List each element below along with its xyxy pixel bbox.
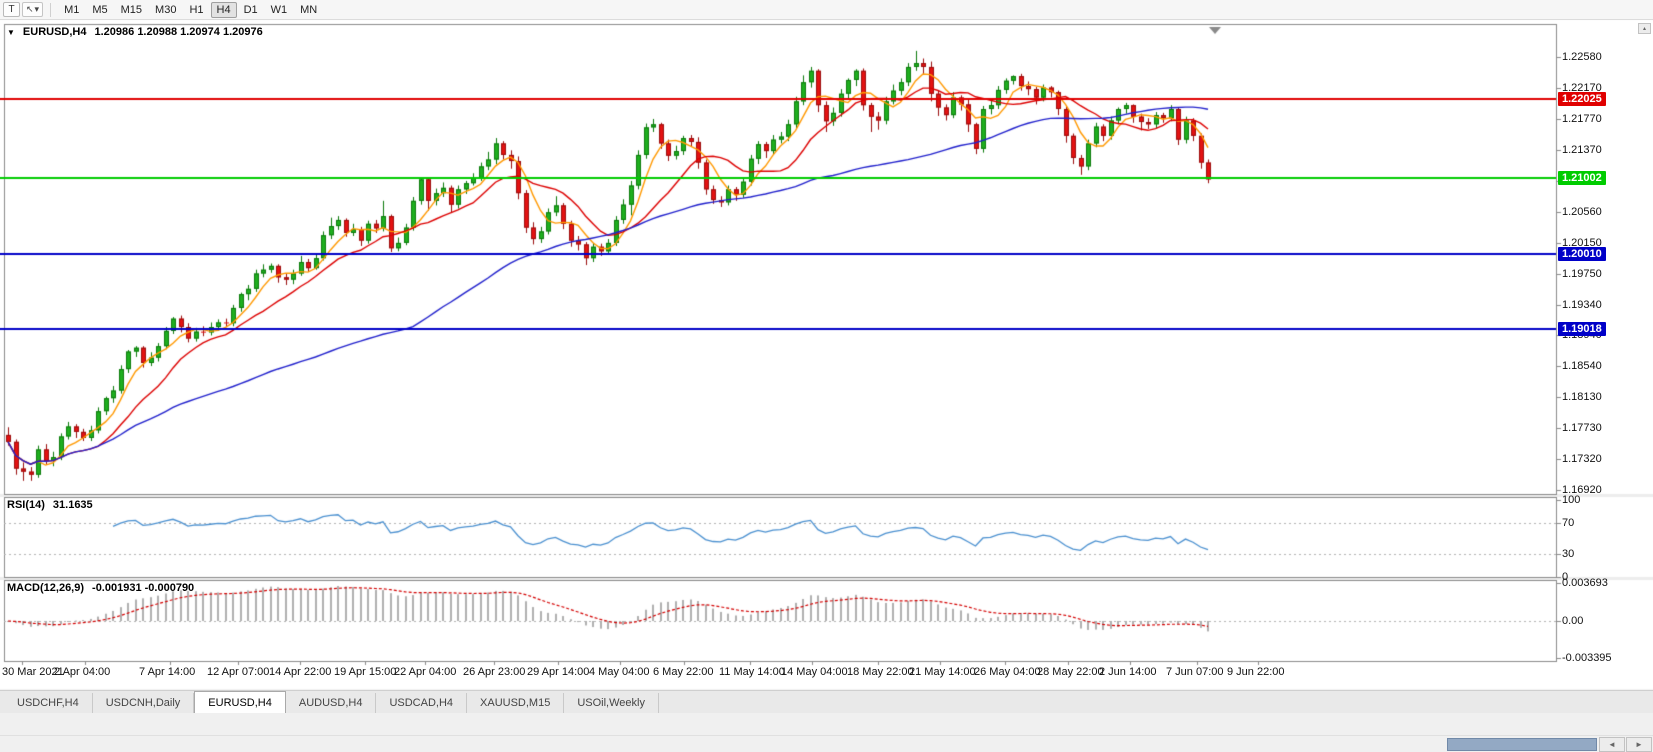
time-axis-label: 21 May 14:00 (909, 666, 976, 678)
price-tick-label: 1.18130 (1562, 391, 1602, 404)
price-line-badge: 1.21002 (1558, 170, 1606, 185)
price-tick-label: 1.19340 (1562, 298, 1602, 311)
price-tick-label: 1.21770 (1562, 112, 1602, 125)
time-axis-label: 4 May 04:00 (589, 666, 650, 678)
annotation-tool-button[interactable]: ↖ ▾ (22, 2, 44, 17)
pointer-tool-icon: ↖ (26, 4, 34, 14)
chart-tab-usoil-weekly[interactable]: USOil,Weekly (564, 693, 659, 713)
timeframe-button-m5[interactable]: M5 (86, 2, 113, 18)
chart-tabs-bar: USDCHF,H4 USDCNH,Daily EURUSD,H4 AUDUSD,H4 U… (0, 690, 1653, 713)
price-tick-label: 1.20150 (1562, 236, 1602, 249)
timeframe-button-m30[interactable]: M30 (149, 2, 182, 18)
price-tick-label: 1.16920 (1562, 484, 1602, 496)
chart-symbol-label: EURUSD,H4 (22, 26, 87, 38)
chart-title: ▼ EURUSD,H4 1.20986 1.20988 1.20974 1.20… (7, 26, 263, 38)
time-axis-label: 19 Apr 15:00 (334, 666, 397, 678)
macd-name: MACD(12,26,9) (7, 582, 85, 594)
chart-tab-eurusd-h4[interactable]: EURUSD,H4 (194, 691, 286, 713)
chart-tab-xauusd-m15[interactable]: XAUUSD,M15 (467, 693, 565, 713)
rsi-level-label: 70 (1562, 517, 1575, 530)
chart-tab-usdchf-h4[interactable]: USDCHF,H4 (4, 693, 93, 713)
time-axis-label: 7 Apr 14:00 (139, 666, 196, 678)
time-axis-label: 26 May 04:00 (974, 666, 1041, 678)
rsi-name: RSI(14) (7, 499, 45, 511)
time-axis-label: 9 Jun 22:00 (1227, 666, 1285, 678)
time-axis-label: 6 May 22:00 (653, 666, 714, 678)
scale-scroll-up-button[interactable]: ▴ (1638, 23, 1651, 34)
time-axis-label: 22 Apr 04:00 (394, 666, 457, 678)
time-axis-label: 7 Jun 07:00 (1166, 666, 1224, 678)
time-axis-label: 14 May 04:00 (781, 666, 848, 678)
price-tick-label: 1.19750 (1562, 267, 1602, 280)
toolbar-separator (50, 2, 52, 17)
time-axis-label: 14 Apr 22:00 (269, 666, 332, 678)
rsi-level-label: 100 (1562, 494, 1581, 506)
timeframe-button-h1[interactable]: H1 (183, 2, 209, 18)
timeframe-button-w1[interactable]: W1 (265, 2, 294, 18)
macd-label: MACD(12,26,9) -0.001931 -0.000790 (7, 582, 194, 594)
timeframe-button-mn[interactable]: MN (294, 2, 323, 18)
price-tick-label: 1.20560 (1562, 205, 1602, 218)
rsi-level-label: 0 (1562, 571, 1569, 583)
chart-tab-audusd-h4[interactable]: AUDUSD,H4 (286, 693, 377, 713)
price-tick-label: 1.18540 (1562, 360, 1602, 373)
time-axis-label: 29 Apr 14:00 (527, 666, 590, 678)
scrollbar-thumb[interactable] (1447, 738, 1597, 751)
macd-level-label: -0.003395 (1562, 652, 1612, 664)
time-axis-label: 18 May 22:00 (847, 666, 914, 678)
window-menu-button[interactable]: T (3, 2, 20, 17)
time-axis-label: 2 Jun 14:00 (1099, 666, 1157, 678)
time-axis-label: 11 May 14:00 (719, 666, 785, 678)
rsi-label: RSI(14) 31.1635 (7, 499, 93, 511)
rsi-value: 31.1635 (52, 499, 93, 511)
chart-ohlc-quotes: 1.20986 1.20988 1.20974 1.20976 (94, 26, 263, 38)
price-line-badge: 1.22025 (1558, 92, 1606, 107)
time-axis-label: 12 Apr 07:00 (207, 666, 270, 678)
price-tick-label: 1.17730 (1562, 422, 1602, 435)
timeframe-button-m1[interactable]: M1 (58, 2, 85, 18)
price-tick-label: 1.22580 (1562, 51, 1602, 63)
timeframe-button-h4[interactable]: H4 (210, 1, 237, 18)
macd-level-label: 0.003693 (1562, 577, 1608, 589)
scroll-left-button[interactable]: ◄ (1599, 737, 1625, 752)
time-axis-label: 28 May 22:00 (1037, 666, 1104, 678)
timeframe-group: M1 M5 M15 M30 H1 H4 D1 W1 MN (58, 1, 323, 18)
time-axis-label: 30 Mar 2021 (2, 666, 64, 678)
toolbar: T ↖ ▾ M1 M5 M15 M30 H1 H4 D1 W1 MN (0, 0, 1653, 20)
time-axis-label: 26 Apr 23:00 (463, 666, 526, 678)
chart-tab-usdcnh-daily[interactable]: USDCNH,Daily (93, 693, 195, 713)
macd-level-label: 0.00 (1562, 615, 1584, 627)
macd-values: -0.001931 -0.000790 (92, 582, 195, 594)
chevron-down-icon: ▾ (34, 4, 40, 14)
price-line-badge: 1.19018 (1558, 322, 1606, 337)
timeframe-button-m15[interactable]: M15 (115, 2, 148, 18)
timeframe-button-d1[interactable]: D1 (238, 2, 264, 18)
scroll-right-button[interactable]: ► (1626, 737, 1652, 752)
rsi-level-label: 30 (1562, 547, 1575, 560)
collapse-icon[interactable]: ▼ (7, 27, 15, 37)
time-axis-label: 2 Apr 04:00 (54, 666, 111, 678)
price-tick-label: 1.21370 (1562, 143, 1602, 156)
chart-tab-usdcad-h4[interactable]: USDCAD,H4 (376, 693, 468, 713)
horizontal-scrollbar[interactable]: ◄ ► (0, 735, 1653, 752)
price-tick-label: 1.22170 (1562, 82, 1602, 95)
price-line-badge: 1.20010 (1558, 246, 1606, 261)
price-tick-label: 1.17320 (1562, 453, 1602, 466)
